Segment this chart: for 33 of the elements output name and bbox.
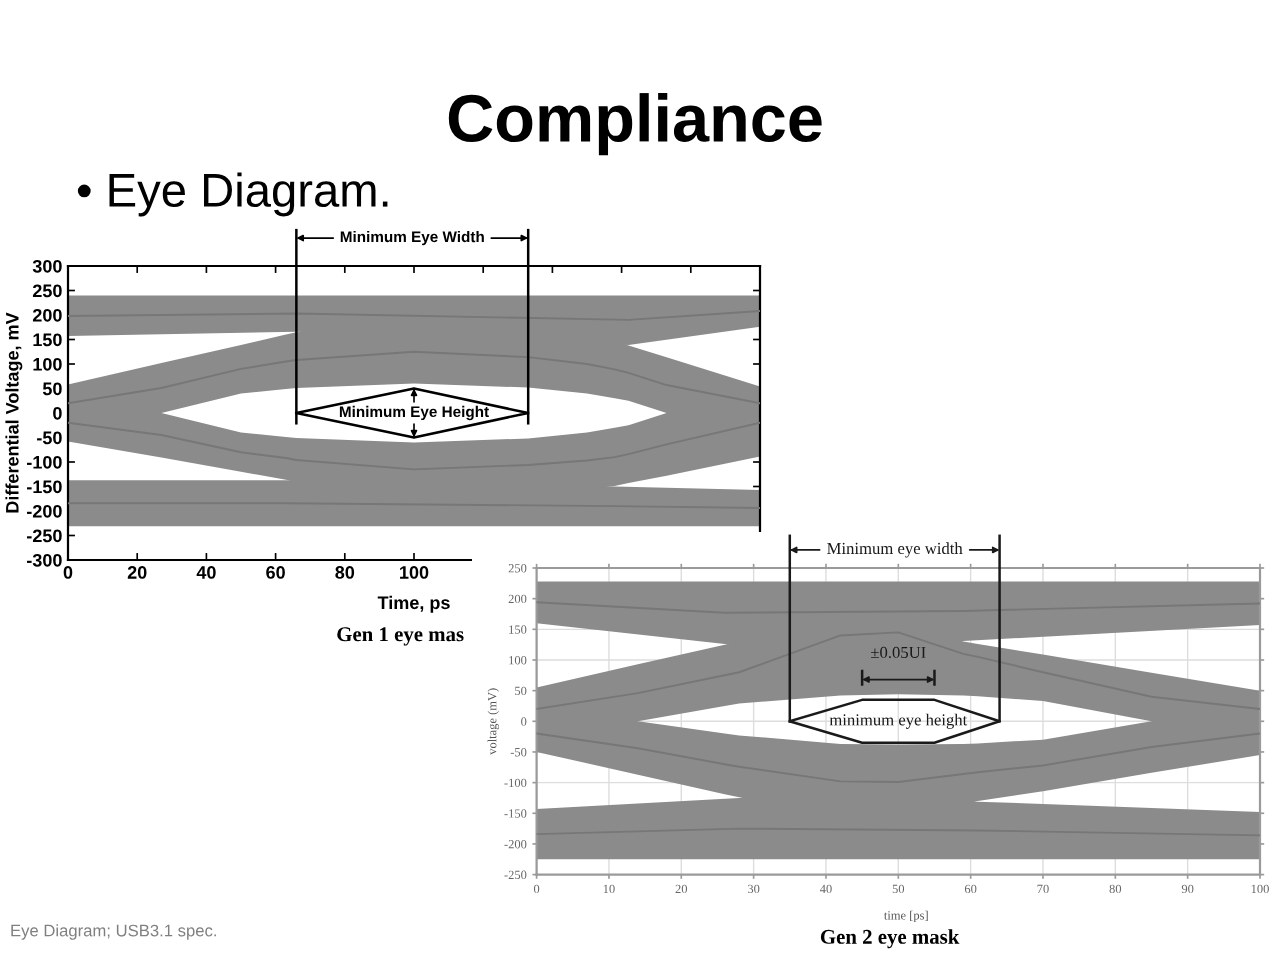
- y-tick-label: 200: [32, 308, 62, 322]
- x-tick-label: 40: [196, 566, 216, 579]
- y-tick-label: 150: [33, 333, 62, 347]
- y-tick-label: 100: [33, 357, 62, 371]
- text: • Eye Diagram.: [77, 172, 388, 217]
- x-axis-title: Time, ps: [377, 595, 450, 613]
- y-tick-label: 300: [32, 259, 62, 273]
- y-tick-label: 0: [53, 406, 62, 420]
- y-tick-label: -200: [27, 504, 62, 518]
- y-tick-label: -150: [27, 480, 62, 494]
- text: Eye Diagram; USB3.1 spec.: [11, 924, 216, 940]
- x-tick-label: 100: [400, 566, 429, 579]
- y-tick-label: -50: [37, 431, 62, 445]
- annotation: ±0.05UI: [871, 646, 926, 659]
- text: Minimum eye width: [827, 542, 963, 558]
- y-tick-label: -300: [27, 553, 62, 567]
- x-tick-label: 20: [127, 566, 147, 579]
- line-series: [68, 350, 760, 405]
- y-tick-label: 50: [42, 382, 62, 396]
- y-tick-label: -100: [27, 455, 62, 469]
- y-tick-label: -250: [27, 529, 62, 543]
- annotation: minimum eye height: [829, 713, 968, 729]
- text: Gen 1 eye mas: [337, 627, 464, 646]
- x-tick-label: 0: [63, 566, 73, 579]
- x-tick-label: 60: [266, 566, 285, 579]
- y-tick-label: 250: [32, 284, 62, 298]
- line-series: [536, 732, 1260, 783]
- line-series: [68, 421, 760, 471]
- x-tick-label: 80: [335, 566, 355, 579]
- y-axis-title: Differential Voltage, mV: [5, 312, 23, 513]
- line-series: [536, 631, 1260, 711]
- text: Gen 2 eye mask: [820, 929, 960, 949]
- text: Compliance: [448, 93, 822, 156]
